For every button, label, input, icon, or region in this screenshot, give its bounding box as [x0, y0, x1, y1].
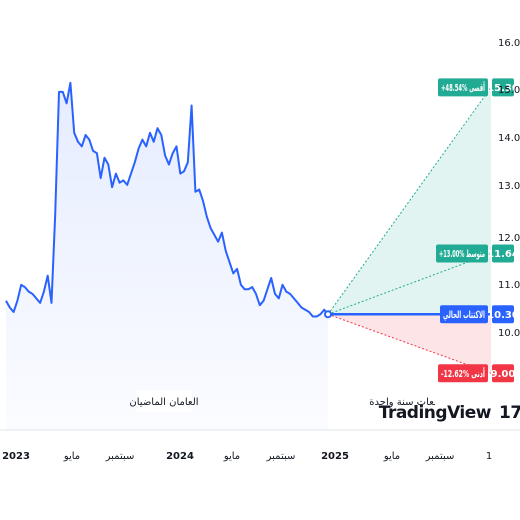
forecast-high-line — [327, 87, 492, 315]
x-tick-label: 2023 — [2, 451, 30, 462]
y-tick-label: 15.00 — [498, 85, 520, 96]
tradingview-wordmark: TradingView — [379, 403, 492, 423]
x-tick-label: مايو — [223, 451, 240, 462]
current-label-tag — [440, 305, 488, 324]
low-value-text: 9.00 — [491, 369, 516, 380]
forecast-low-line — [327, 313, 492, 374]
x-tick-label: 2024 — [166, 451, 194, 462]
history-price-line — [5, 81, 329, 318]
current-label-text: الاكتتاب الحالي — [443, 310, 485, 321]
x-tick-label: مايو — [383, 451, 400, 462]
high-label-text: +48.54% أقصى — [441, 81, 485, 94]
x-tick-label: سبتمبر — [425, 451, 455, 462]
history-area — [6, 82, 328, 430]
low-value-tag — [492, 364, 514, 383]
y-tick-label: 14.00 — [498, 133, 520, 144]
current-value-text: 10.30 — [487, 310, 519, 321]
average-label-tag — [436, 244, 488, 263]
x-tick-label: سبتمبر — [266, 451, 296, 462]
tradingview-logo: TradingView 17 — [379, 398, 520, 424]
y-tick-label: 16.00 — [498, 38, 520, 49]
y-axis: 16.00 15.00 14.00 13.00 12.00 11.00 10.0… — [498, 38, 520, 339]
y-tick-label: 10.00 — [498, 328, 520, 339]
x-tick-label: 1 — [486, 451, 492, 462]
downside-forecast-area — [328, 314, 491, 374]
forecast-average-line — [327, 253, 492, 315]
history-section-label: العامان الماضيان — [129, 390, 199, 412]
high-label-tag — [438, 78, 488, 97]
forecast-section-label: توقعات سنة واحدة — [369, 390, 447, 412]
x-tick-label: 2025 — [321, 451, 349, 462]
average-value-tag — [492, 244, 514, 263]
svg-text:العامان الماضيان: العامان الماضيان — [129, 397, 198, 408]
tradingview-logo-mark: 17 — [499, 403, 520, 423]
low-label-text: -12.62% أدنى — [441, 367, 485, 380]
high-value-tag — [492, 78, 514, 97]
average-label-text: +13.00% متوسط — [439, 249, 485, 260]
current-value-tag — [492, 305, 514, 324]
forecast-start-point — [324, 310, 332, 319]
y-tick-label: 12.00 — [498, 233, 520, 244]
y-tick-label: 11.00 — [498, 280, 520, 291]
x-tick-label: مايو — [63, 451, 80, 462]
x-axis: 2023 مايو سبتمبر 2024 مايو سبتمبر 2025 م… — [2, 451, 492, 462]
svg-text:توقعات سنة واحدة: توقعات سنة واحدة — [369, 397, 447, 408]
y-tick-label: 13.00 — [498, 181, 520, 192]
average-value-text: 11.64 — [487, 249, 519, 260]
high-value-text: 15.30 — [487, 83, 519, 94]
low-label-tag — [438, 364, 488, 383]
x-tick-label: سبتمبر — [105, 451, 135, 462]
